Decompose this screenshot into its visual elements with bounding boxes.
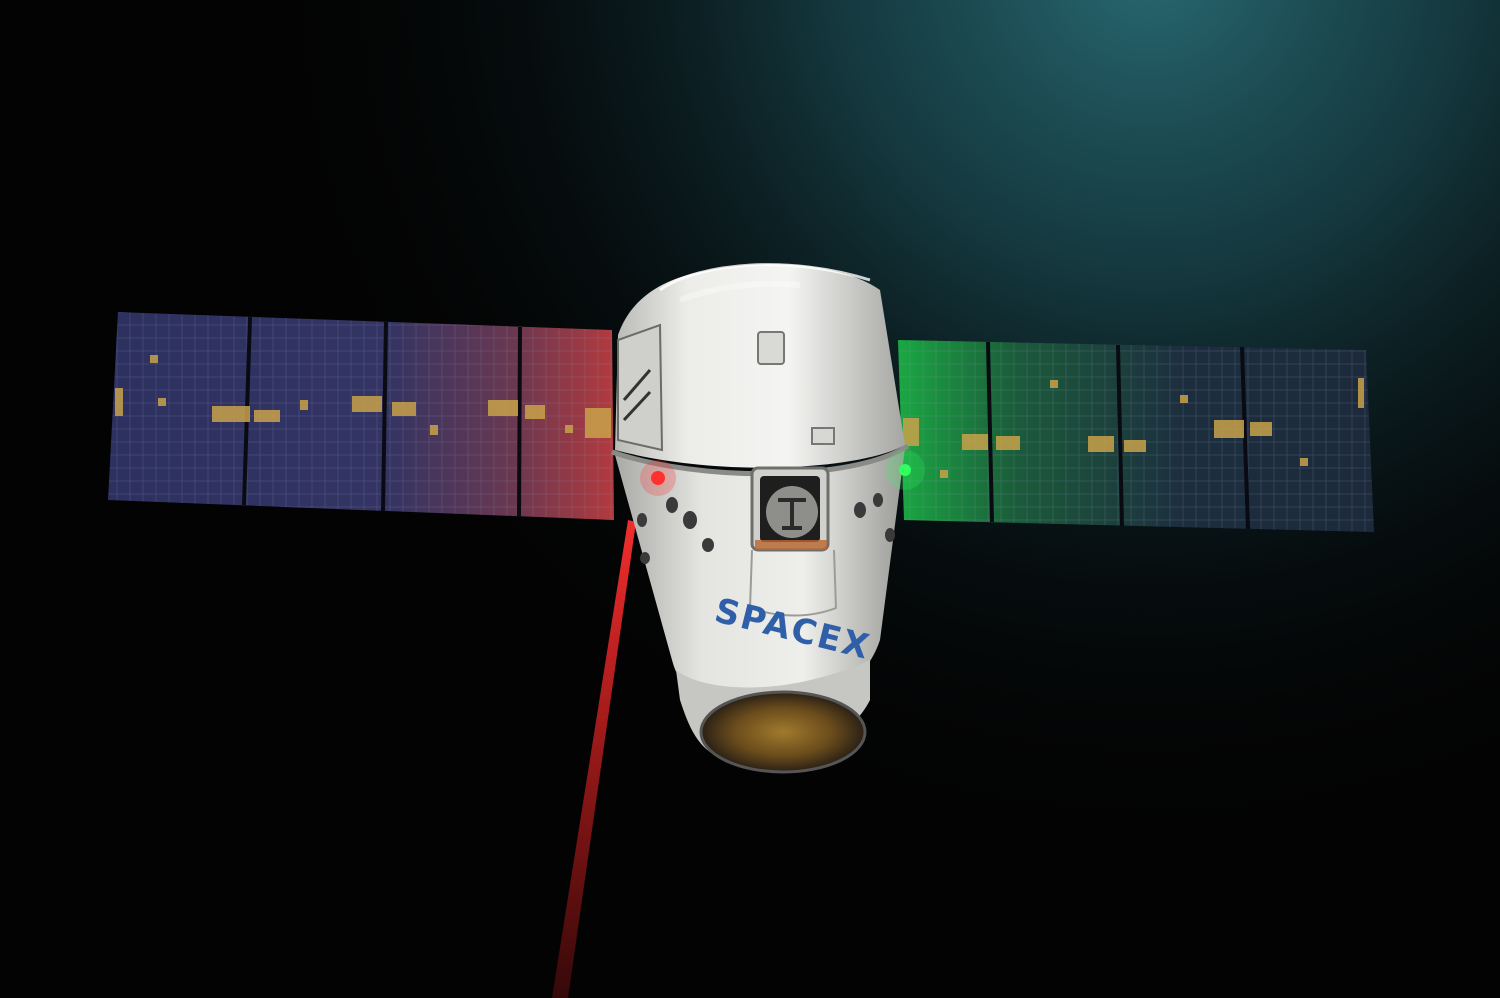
docking-port	[750, 466, 830, 552]
green-nav-light	[899, 464, 911, 476]
spacecraft: SPACEX	[611, 263, 910, 774]
right-solar-array	[898, 340, 1374, 532]
laser-beam	[552, 520, 636, 998]
engine-bay	[701, 692, 865, 772]
red-nav-light	[651, 471, 665, 485]
left-solar-array	[108, 312, 614, 520]
